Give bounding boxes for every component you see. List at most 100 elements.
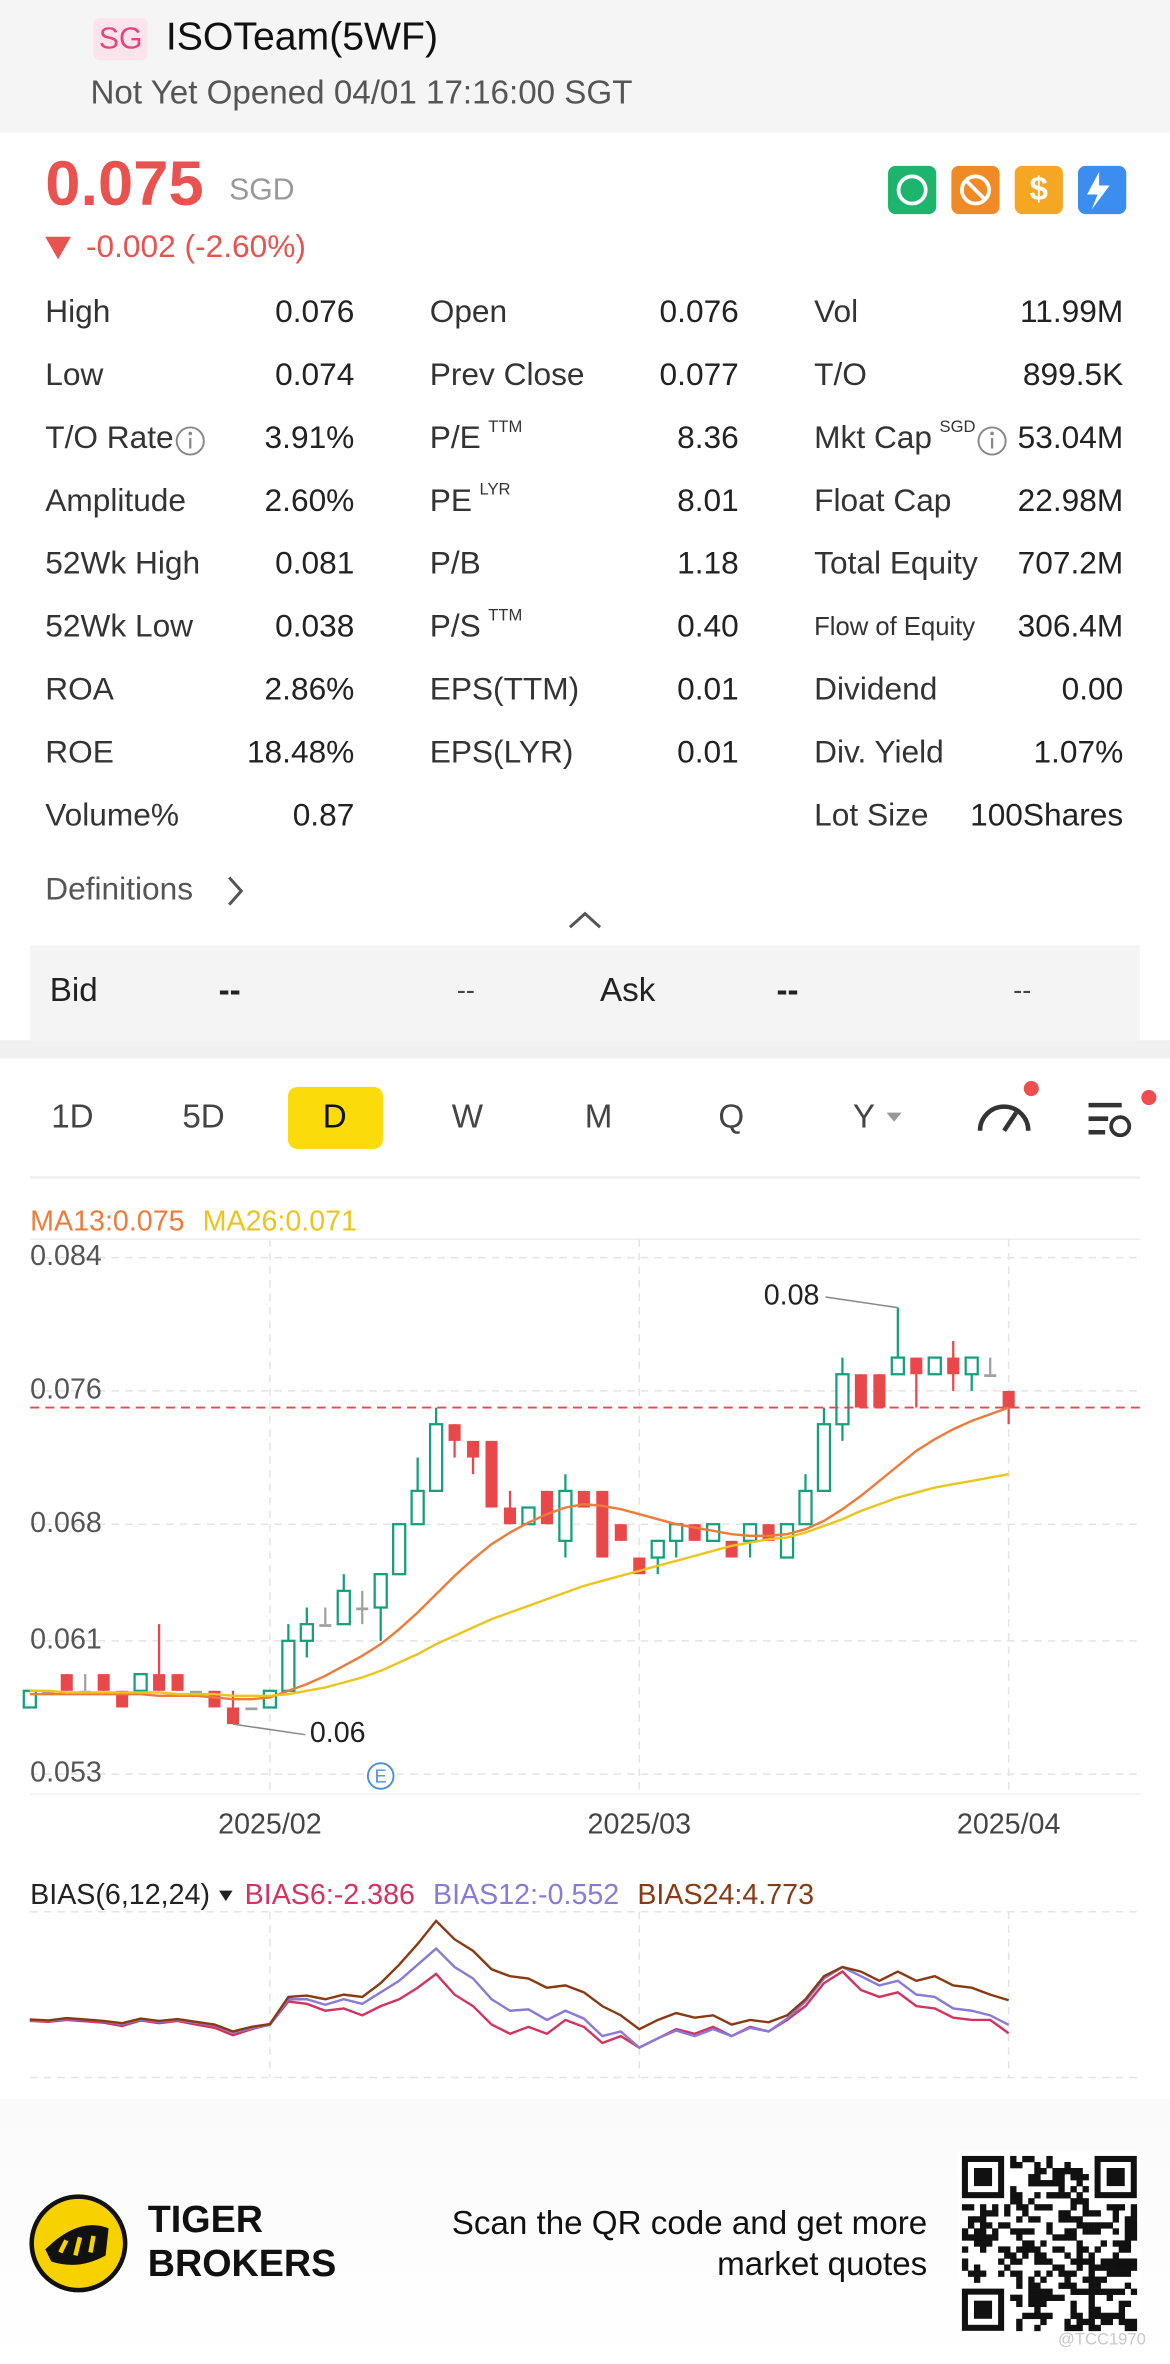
period-tab[interactable]: 1D <box>51 1098 93 1135</box>
icon-glyph <box>1002 1111 1019 1132</box>
candle-body <box>133 1673 148 1692</box>
qr-module <box>1034 2204 1041 2211</box>
stat-value: 22.98M <box>1018 482 1124 518</box>
qr-module <box>1016 2198 1023 2205</box>
qr-module <box>1106 2270 1113 2277</box>
price-change: -0.002 (-2.60%) <box>86 228 306 264</box>
qr-module <box>1070 2186 1077 2193</box>
stat-label-sup: TTM <box>488 606 522 625</box>
qr-module <box>1088 2300 1095 2308</box>
market-status: Not Yet Opened 04/01 17:16:00 SGT <box>90 75 632 112</box>
qr-module <box>961 2234 969 2241</box>
qr-module <box>986 2222 993 2229</box>
qr-module <box>1124 2300 1132 2308</box>
qr-module <box>1094 2324 1101 2332</box>
candle-body <box>189 1690 203 1694</box>
qr-module <box>1058 2282 1065 2289</box>
qr-module <box>1010 2252 1017 2259</box>
stat-label: 52Wk High <box>45 545 200 581</box>
qr-module <box>1088 2282 1095 2289</box>
stat-value: 18.48% <box>247 734 354 770</box>
qr-module <box>1016 2204 1023 2211</box>
qr-module <box>1016 2161 1023 2169</box>
info-icon[interactable] <box>175 426 205 456</box>
period-tab[interactable]: 5D <box>182 1098 224 1135</box>
qr-module <box>1034 2180 1041 2187</box>
qr-module <box>1040 2168 1047 2175</box>
qr-module <box>1070 2198 1077 2205</box>
qr-module <box>1016 2324 1023 2332</box>
tool-icons <box>977 1080 1157 1138</box>
qr-module <box>1094 2222 1101 2229</box>
qr-module <box>1106 2204 1113 2211</box>
qr-module <box>1052 2192 1059 2199</box>
qr-module <box>1070 2258 1077 2265</box>
stat-value: 3.91% <box>265 419 355 455</box>
qr-module <box>1064 2192 1071 2199</box>
y-tick-label: 0.061 <box>30 1623 102 1655</box>
qr-finder <box>1094 2155 1137 2199</box>
qr-module <box>1010 2161 1017 2169</box>
candlestick-chart: 0.084 0.076 0.068 0.061 0.053 2025/02 2025/03 2… <box>22 1205 1140 1840</box>
qr-module <box>1106 2294 1113 2301</box>
qr-module <box>1100 2258 1107 2265</box>
stock-title[interactable]: ISOTeam(5WF) <box>166 16 438 59</box>
qr-module <box>1106 2318 1113 2326</box>
qr-module <box>1130 2210 1138 2217</box>
qr-module <box>1064 2270 1071 2277</box>
qr-module <box>980 2228 987 2235</box>
qr-module <box>1016 2318 1023 2326</box>
period-tab[interactable]: M <box>585 1098 613 1135</box>
qr-module <box>1076 2264 1083 2271</box>
indicator-icon[interactable] <box>977 1104 1031 1131</box>
qr-module <box>1124 2234 1132 2241</box>
indicator-title[interactable]: BIAS(6,12,24) <box>30 1879 210 1911</box>
info-icon[interactable] <box>977 426 1007 456</box>
qr-module <box>1070 2324 1077 2332</box>
qr-module <box>1076 2180 1083 2187</box>
legend-entry: BIAS12:-0.552 <box>433 1879 619 1911</box>
qr-module <box>961 2228 969 2235</box>
qr-module <box>1100 2222 1107 2229</box>
qr-module <box>1094 2264 1101 2271</box>
period-tab[interactable]: Q <box>718 1098 744 1135</box>
stat-label: Div. Yield <box>814 734 944 770</box>
qr-module <box>1094 2246 1101 2253</box>
event-marker[interactable] <box>366 1762 395 1790</box>
stat-value: 0.076 <box>275 293 354 329</box>
qr-finder <box>1106 2168 1125 2187</box>
qr-code <box>957 2151 1142 2336</box>
qr-module <box>1082 2258 1089 2265</box>
bid-price: -- <box>219 972 241 1009</box>
stat-value: 53.04M <box>1018 419 1124 455</box>
qr-module <box>1100 2312 1107 2320</box>
qr-module <box>1094 2288 1101 2295</box>
candle-body <box>614 1524 627 1541</box>
icon-dollar[interactable] <box>1014 165 1063 215</box>
qr-module <box>980 2246 987 2253</box>
period-tab[interactable]: D <box>323 1098 347 1135</box>
stat-label: Vol <box>814 293 858 329</box>
qr-module <box>967 2234 975 2241</box>
qr-module <box>1058 2192 1065 2199</box>
qr-module <box>1112 2252 1120 2259</box>
qr-module <box>1058 2234 1065 2241</box>
collapse-caret[interactable] <box>568 911 602 929</box>
period-tab[interactable]: W <box>452 1098 484 1135</box>
badge-dot <box>1141 1090 1157 1106</box>
qr-module <box>1040 2276 1047 2283</box>
stat-value: 0.01 <box>677 671 739 707</box>
qr-module <box>1082 2204 1089 2211</box>
brand-name: TIGER <box>148 2198 263 2240</box>
qr-module <box>961 2204 969 2211</box>
icon-cash[interactable] <box>888 165 937 215</box>
candle-body <box>984 1374 997 1377</box>
qr-module <box>1130 2204 1138 2211</box>
stat-value: 11.99M <box>1020 293 1123 329</box>
stat-value: 0.081 <box>275 545 354 581</box>
stat-label: P/S <box>430 608 481 644</box>
stat-label: Flow of Equity <box>814 613 975 641</box>
period-tab[interactable]: Y <box>853 1098 875 1135</box>
qr-module <box>1076 2288 1083 2295</box>
definitions-link[interactable]: Definitions <box>45 870 193 906</box>
